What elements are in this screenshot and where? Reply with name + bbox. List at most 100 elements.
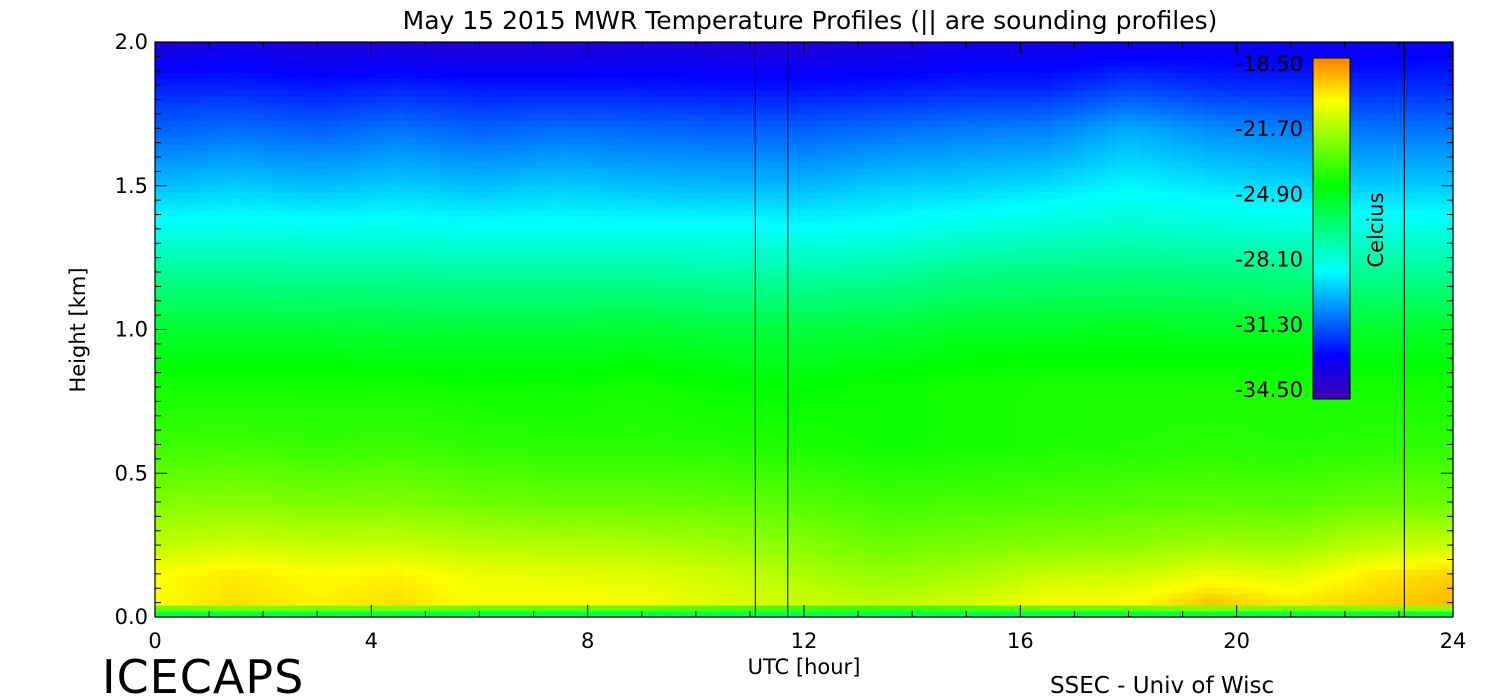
heatmap-cell (349, 545, 362, 552)
heatmap-cell (338, 329, 351, 337)
heatmap-cell (155, 377, 167, 385)
heatmap-cell (522, 413, 535, 420)
heatmap-cell (533, 239, 545, 247)
heatmap-cell (241, 71, 253, 79)
heatmap-cell (155, 497, 167, 504)
heatmap-cell (403, 341, 416, 349)
heatmap-cell (576, 389, 589, 396)
heatmap-cell (685, 593, 697, 600)
heatmap-cell (338, 269, 351, 277)
heatmap-cell (652, 521, 664, 528)
heatmap-cell (187, 245, 199, 253)
heatmap-cell (566, 263, 578, 271)
heatmap-cell (414, 293, 427, 301)
heatmap-cell (479, 509, 491, 516)
heatmap-cell (544, 179, 556, 187)
heatmap-cell (479, 425, 491, 432)
heatmap-cell (598, 155, 610, 163)
heatmap-cell (511, 461, 524, 468)
heatmap-cell (403, 449, 416, 456)
heatmap-cell (306, 281, 318, 289)
heatmap-cell (219, 317, 232, 325)
heatmap-cell (219, 329, 232, 337)
heatmap-cell (360, 263, 372, 271)
heatmap-cell (252, 173, 264, 181)
heatmap-cell (273, 173, 286, 181)
heatmap-cell (522, 59, 535, 67)
heatmap-cell (392, 341, 405, 349)
heatmap-cell (566, 203, 578, 211)
heatmap-cell (403, 107, 416, 115)
heatmap-cell (663, 59, 675, 67)
heatmap-cell (544, 263, 556, 271)
heatmap-cell (447, 263, 459, 271)
heatmap-cell (620, 233, 632, 241)
heatmap-cell (663, 179, 675, 187)
heatmap-cell (230, 467, 243, 474)
heatmap-cell (263, 42, 275, 49)
heatmap-cell (425, 599, 437, 606)
heatmap-cell (338, 185, 351, 193)
heatmap-cell (284, 515, 297, 522)
heatmap-cell (566, 233, 578, 241)
heatmap-cell (273, 209, 286, 217)
heatmap-cell (555, 71, 567, 79)
heatmap-cell (165, 473, 178, 480)
heatmap-cell (155, 323, 167, 331)
heatmap-cell (652, 47, 664, 55)
heatmap-cell (609, 557, 621, 564)
heatmap-cell (490, 449, 502, 456)
heatmap-cell (457, 599, 470, 606)
heatmap-cell (674, 137, 686, 145)
heatmap-cell (501, 437, 513, 444)
heatmap-cell (176, 515, 189, 522)
heatmap-cell (641, 155, 654, 163)
heatmap-cell (187, 317, 199, 325)
heatmap-cell (425, 119, 437, 127)
heatmap-cell (198, 353, 210, 361)
heatmap-cell (695, 329, 708, 337)
heatmap-cell (219, 59, 232, 67)
heatmap-cell (479, 269, 491, 277)
heatmap-cell (641, 371, 654, 379)
heatmap-cell (533, 545, 545, 552)
heatmap-cell (349, 413, 362, 420)
heatmap-cell (663, 593, 675, 600)
heatmap-cell (392, 113, 405, 121)
heatmap-cell (328, 191, 340, 199)
heatmap-cell (479, 335, 491, 343)
heatmap-cell (338, 245, 351, 253)
heatmap-cell (155, 395, 167, 402)
heatmap-cell (187, 65, 199, 73)
heatmap-cell (263, 413, 275, 420)
heatmap-cell (447, 107, 459, 115)
heatmap-cell (414, 563, 427, 570)
heatmap-cell (533, 515, 545, 522)
heatmap-cell (273, 95, 286, 103)
heatmap-cell (436, 467, 448, 474)
heatmap-cell (706, 149, 719, 157)
heatmap-cell (165, 563, 178, 570)
heatmap-cell (436, 191, 448, 199)
heatmap-cell (403, 167, 416, 175)
heatmap-cell (263, 167, 275, 175)
heatmap-cell (479, 287, 491, 295)
heatmap-cell (198, 155, 210, 163)
heatmap-cell (263, 467, 275, 474)
heatmap-cell (620, 467, 632, 474)
heatmap-cell (360, 65, 372, 73)
heatmap-cell (544, 299, 556, 307)
heatmap-cell (273, 551, 286, 558)
heatmap-cell (447, 425, 459, 432)
heatmap-cell (587, 347, 600, 355)
heatmap-cell (165, 167, 178, 175)
heatmap-cell (371, 281, 383, 289)
heatmap-cell (630, 191, 643, 199)
heatmap-cell (306, 167, 318, 175)
heatmap-cell (306, 479, 318, 486)
heatmap-cell (306, 467, 318, 474)
heatmap-cell (479, 173, 491, 181)
heatmap-cell (382, 467, 394, 474)
heatmap-cell (501, 401, 513, 408)
heatmap-cell (273, 473, 286, 480)
